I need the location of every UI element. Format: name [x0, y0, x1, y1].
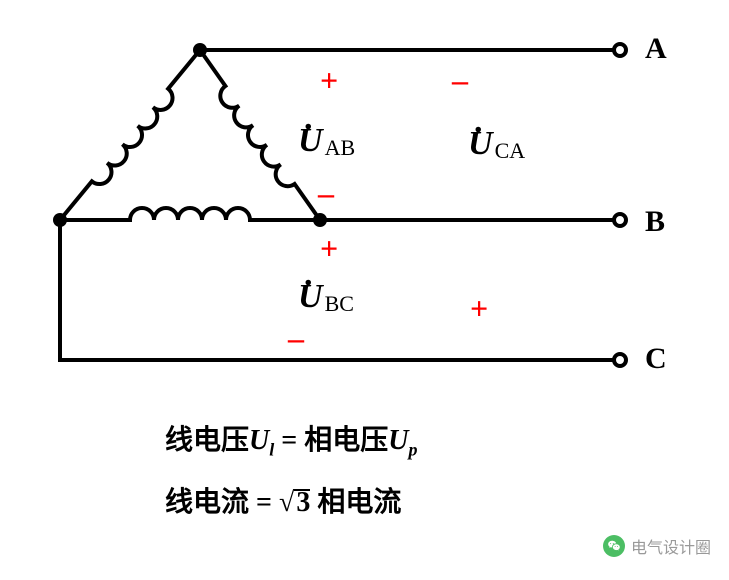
phase-label-c: C [645, 342, 667, 376]
formula-line-voltage: 线电压Ul = 相电压Up [165, 418, 417, 461]
formula-line-current: 线电流 = √3 相电流 [165, 480, 401, 520]
watermark-text: 电气设计圈 [631, 534, 711, 558]
u-ca-sub: CA [495, 138, 526, 163]
delta-circuit-svg [0, 0, 729, 400]
polarity-plus-right: + [470, 290, 488, 327]
voltage-u-ca: UCA [468, 125, 525, 164]
polarity-plus-b: + [320, 230, 338, 267]
formula2-prefix: 线电流 = [165, 487, 279, 518]
phase-label-a: A [645, 32, 667, 66]
formula2-sqrt-sym: √ [279, 487, 294, 518]
formula2-suffix: 相电流 [310, 487, 401, 518]
formula1-prefix: 线电压 [165, 425, 249, 456]
watermark: 电气设计圈 [603, 534, 711, 558]
phase-label-b: B [645, 205, 665, 239]
u-ca-main: U [468, 125, 493, 162]
u-bc-main: U [298, 278, 323, 315]
formula1-sub2: p [408, 440, 417, 460]
polarity-plus-a: + [320, 62, 338, 99]
formula2-sqrt-val: 3 [294, 487, 310, 519]
polarity-minus-mid: – [318, 175, 334, 212]
wechat-icon [603, 535, 625, 557]
voltage-u-bc: UBC [298, 278, 354, 317]
polarity-minus-a: – [452, 62, 468, 99]
u-ab-main: U [298, 122, 323, 159]
polarity-minus-bc: – [288, 320, 304, 357]
formula1-mid: = 相电压 [274, 425, 388, 456]
u-ab-sub: AB [325, 135, 356, 160]
formula1-var2: U [388, 425, 408, 456]
voltage-u-ab: UAB [298, 122, 355, 161]
u-bc-sub: BC [325, 291, 354, 316]
formula1-var1: U [249, 425, 269, 456]
